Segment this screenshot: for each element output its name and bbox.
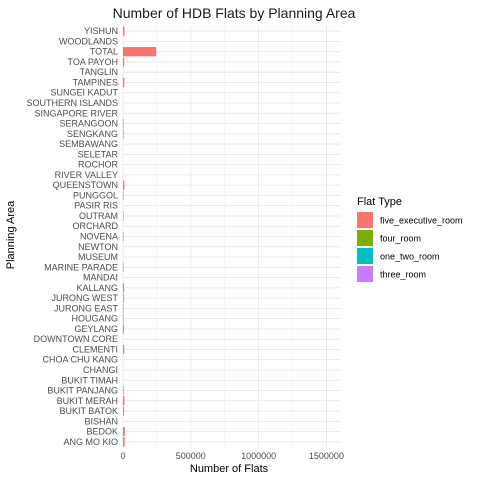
y-tick-label: CHANGI	[83, 365, 118, 375]
bar	[123, 26, 125, 36]
y-tick-label: BUKIT TIMAH	[61, 375, 118, 385]
bar	[123, 344, 125, 355]
legend-label: three_room	[380, 270, 426, 280]
y-tick-label: TAMPINES	[73, 77, 118, 87]
y-tick-label: OUTRAM	[79, 211, 118, 221]
legend-swatch	[357, 230, 373, 246]
legend-label: four_room	[380, 234, 421, 244]
bar	[123, 385, 124, 396]
y-tick-label: BISHAN	[84, 416, 118, 426]
y-tick-label: TANGLIN	[80, 67, 118, 77]
y-tick-label: SINGAPORE RIVER	[34, 108, 118, 118]
bar	[123, 57, 125, 67]
bar	[123, 211, 124, 221]
legend-swatch	[357, 266, 373, 282]
y-tick-label: MUSEUM	[78, 252, 118, 262]
y-tick-label: JURONG EAST	[54, 303, 119, 313]
bar	[123, 180, 125, 190]
y-axis-title: Planning Area	[5, 200, 17, 269]
legend: Flat Type five_executive_room four_roomon…	[357, 196, 463, 282]
x-tick-label: 500000	[176, 451, 206, 461]
y-tick-label: BEDOK	[86, 427, 118, 437]
y-tick-label: SELETAR	[78, 149, 119, 159]
y-tick-label: GEYLANG	[74, 324, 118, 334]
legend-title: Flat Type	[357, 196, 402, 208]
y-tick-label: PUNGGOL	[73, 190, 118, 200]
y-tick-label: CHOA CHU KANG	[42, 355, 118, 365]
y-tick-label: ORCHARD	[72, 221, 118, 231]
bar	[123, 262, 124, 272]
x-tick-label: 0	[120, 451, 125, 461]
y-tick-label: BUKIT MERAH	[57, 396, 118, 406]
x-tick-label: 1500000	[309, 451, 344, 461]
plot-grid	[122, 26, 340, 447]
y-tick-label: NOVENA	[80, 232, 118, 242]
y-tick-label: CLEMENTI	[72, 344, 118, 354]
y-tick-label: NEWTON	[78, 242, 118, 252]
y-tick-label: SUNGEI KADUT	[50, 88, 118, 98]
bar	[123, 129, 124, 139]
y-tick-label: SENGKANG	[67, 129, 118, 139]
bar	[123, 303, 124, 313]
bar	[123, 293, 124, 303]
bar	[123, 283, 125, 293]
bars	[123, 26, 157, 447]
bar	[123, 396, 125, 406]
bar	[123, 324, 124, 334]
bar	[123, 77, 125, 88]
legend-swatch	[357, 248, 373, 264]
chart-title: Number of HDB Flats by Planning Area	[113, 5, 356, 21]
y-tick-label: PASIR RIS	[74, 201, 118, 211]
y-tick-label: YISHUN	[84, 26, 118, 36]
y-tick-label: SEMBAWANG	[59, 139, 118, 149]
y-tick-label: BUKIT BATOK	[59, 406, 118, 416]
x-tick-label: 1000000	[241, 451, 276, 461]
legend-label: five_executive_room	[380, 216, 463, 226]
y-tick-label: MARINE PARADE	[44, 262, 118, 272]
y-tick-label: MANDAI	[83, 273, 118, 283]
bar	[123, 314, 124, 324]
bar	[123, 118, 124, 129]
y-tick-label: TOA PAYOH	[67, 57, 118, 67]
x-tick-labels: 0 500000 1000000 1500000	[120, 451, 343, 461]
y-tick-label: RIVER VALLEY	[55, 170, 118, 180]
legend-swatch	[357, 212, 373, 228]
y-tick-label: ROCHOR	[78, 160, 118, 170]
y-tick-label: ANG MO KIO	[63, 437, 118, 447]
legend-label: one_two_room	[380, 252, 440, 262]
x-axis-title: Number of Flats	[190, 463, 269, 475]
y-tick-label: WOODLANDS	[59, 36, 118, 46]
y-tick-label: DOWNTOWN CORE	[34, 334, 118, 344]
bar	[123, 231, 124, 242]
bar	[123, 406, 125, 416]
y-tick-label: BUKIT PANJANG	[47, 386, 118, 396]
y-tick-label: JURONG WEST	[52, 293, 119, 303]
bar	[123, 426, 125, 437]
y-tick-label: SOUTHERN ISLANDS	[26, 98, 118, 108]
y-tick-label: HOUGANG	[71, 314, 118, 324]
bar	[123, 437, 125, 447]
y-tick-label: KALLANG	[76, 283, 118, 293]
bar	[123, 47, 157, 57]
bar	[123, 190, 124, 201]
y-tick-label: SERANGOON	[59, 119, 118, 129]
y-tick-label: QUEENSTOWN	[53, 180, 118, 190]
y-tick-label: TOTAL	[90, 47, 118, 57]
